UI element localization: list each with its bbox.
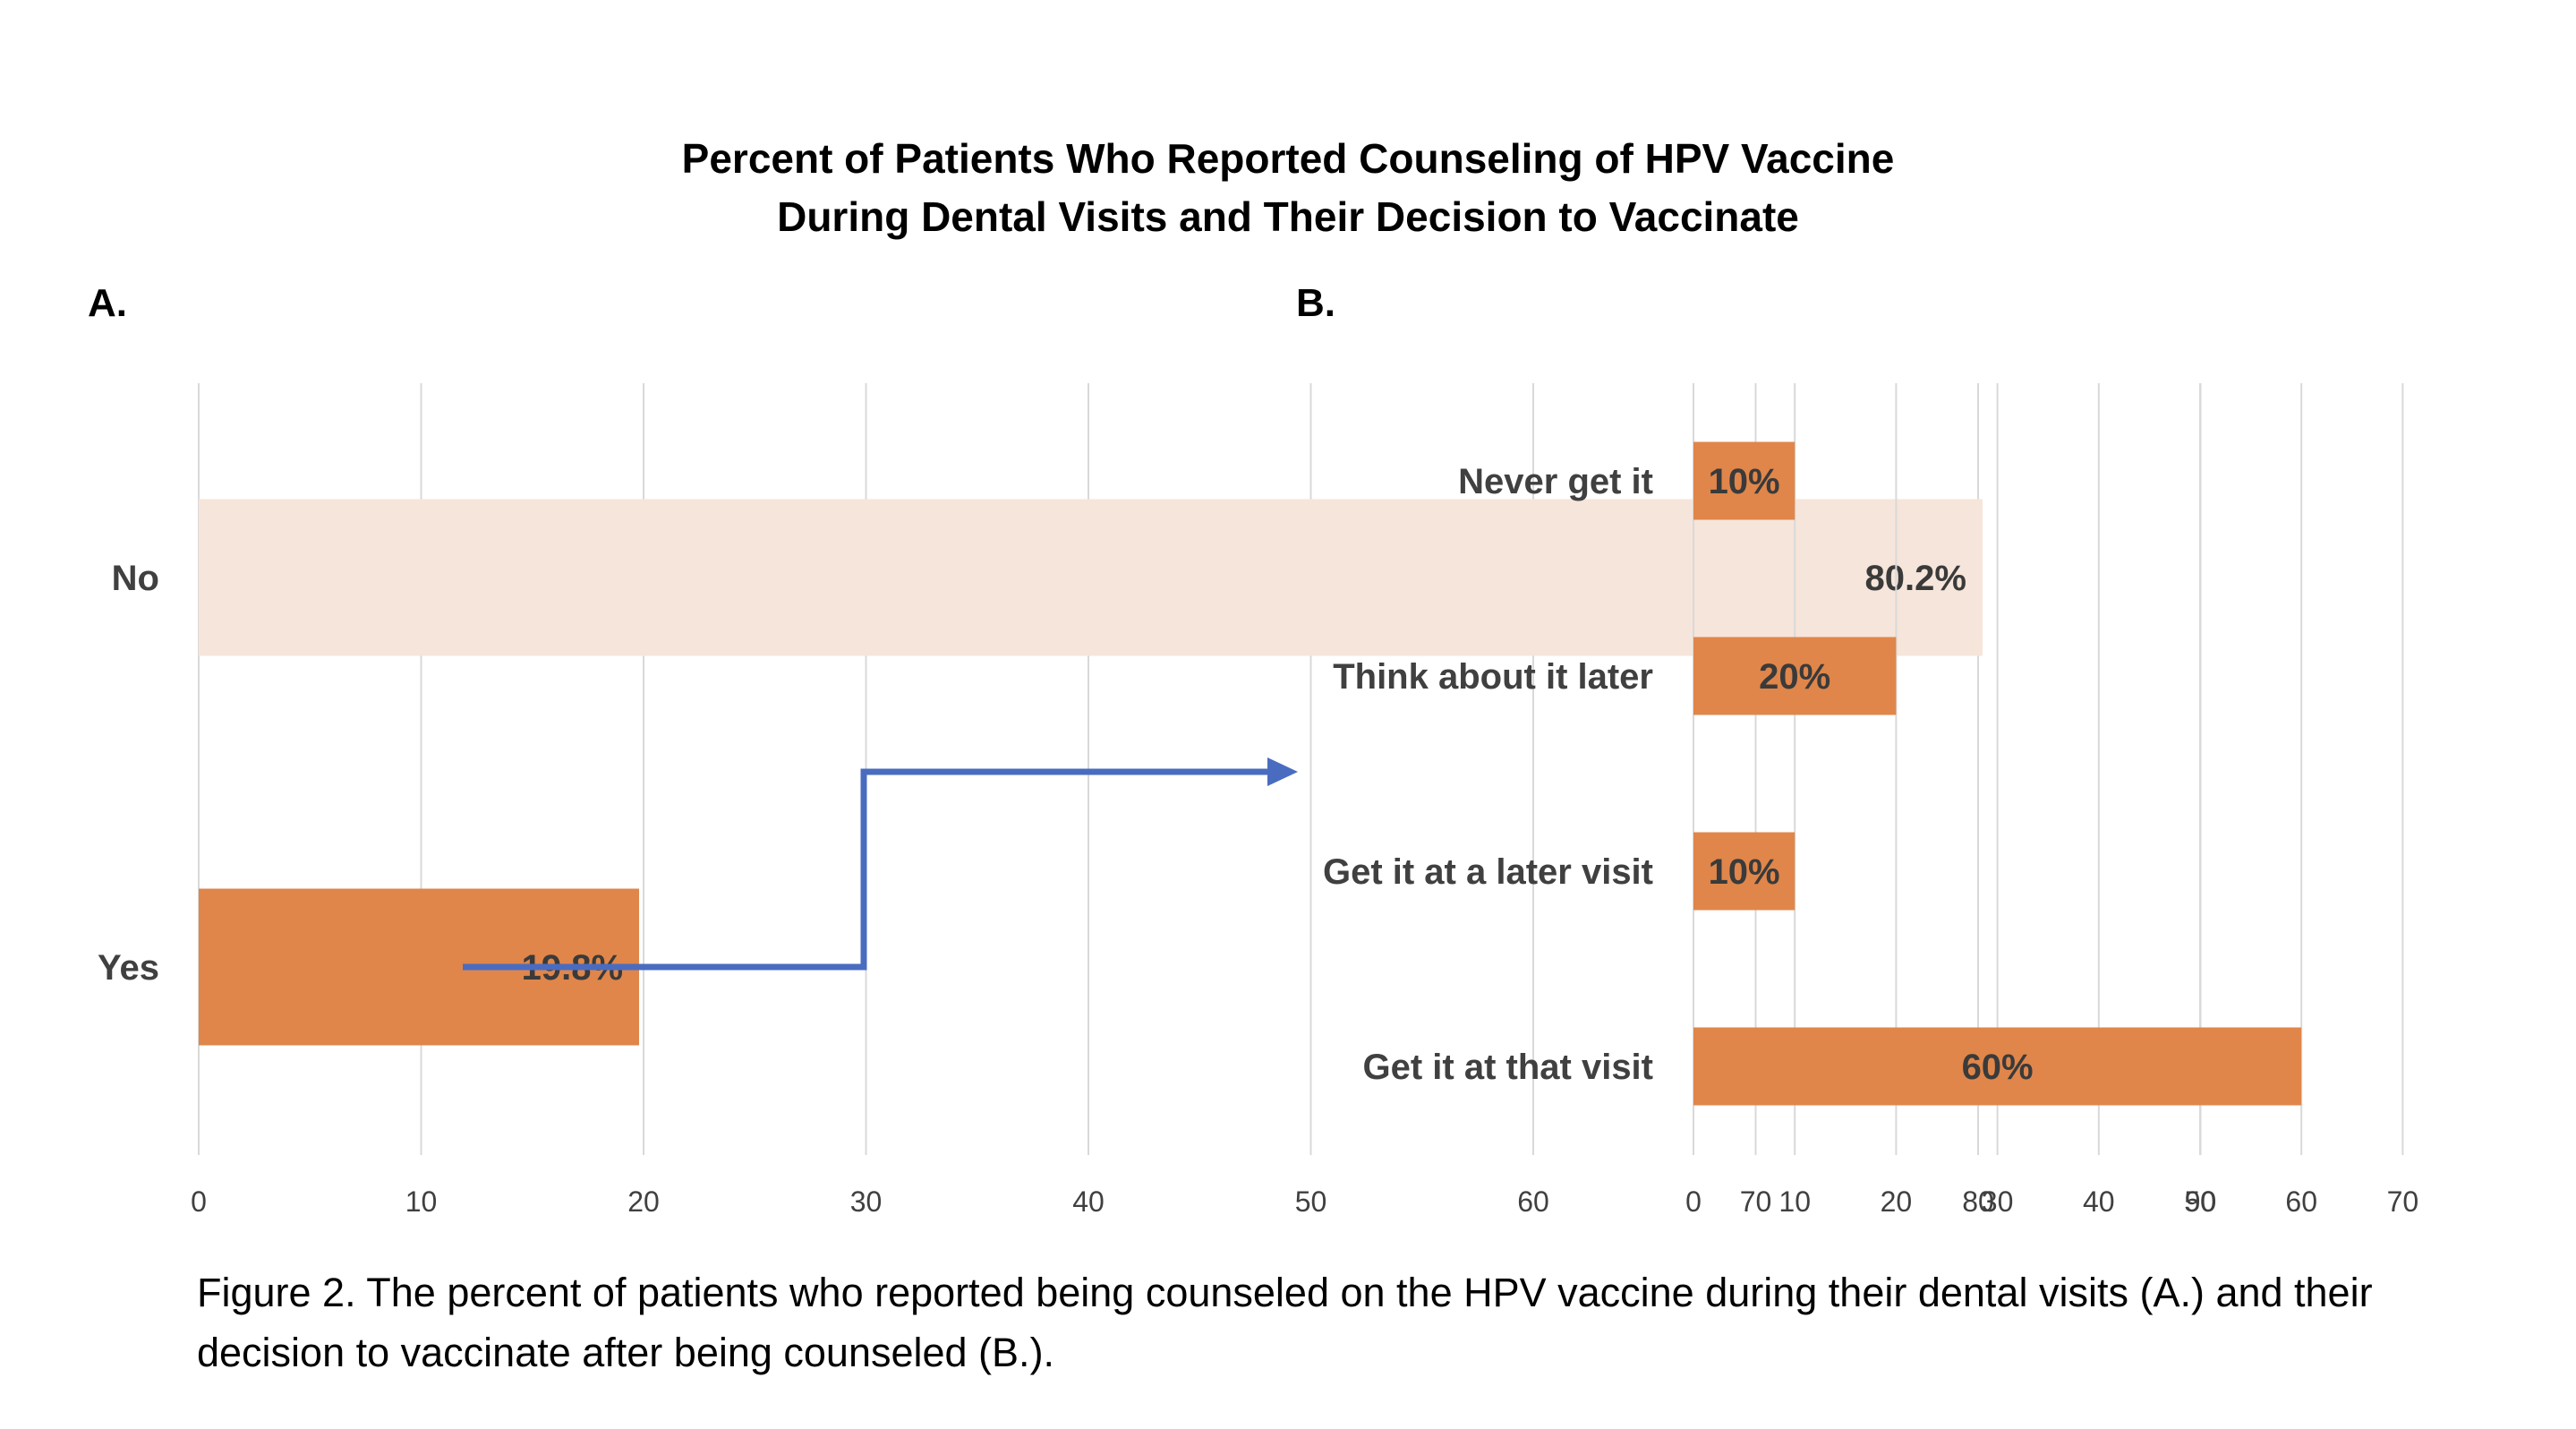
bar — [199, 499, 1983, 656]
data-label: 60% — [1962, 1048, 2034, 1087]
x-tick-label: 90 — [2185, 1185, 2217, 1218]
x-tick-label: 70 — [1740, 1185, 1772, 1218]
figure-caption: Figure 2. The percent of patients who re… — [197, 1270, 2373, 1375]
connector-line — [463, 768, 1269, 971]
connector-arrowhead — [1267, 757, 1298, 786]
x-tick-label: 50 — [1295, 1185, 1327, 1218]
bar — [1693, 1027, 2302, 1106]
x-tick-label: 60 — [2285, 1185, 2317, 1218]
x-tick-label: 80 — [1962, 1185, 1994, 1218]
bar — [1693, 441, 1796, 520]
x-tick-label: 10 — [405, 1185, 438, 1218]
bar — [1693, 832, 1796, 911]
x-tick-label: 50 — [2184, 1185, 2216, 1218]
x-tick-label: 70 — [2387, 1185, 2419, 1218]
panel-label-a: A. — [88, 281, 127, 325]
data-label: 20% — [1759, 657, 1830, 697]
x-tick-label: 30 — [850, 1185, 883, 1218]
data-label: 10% — [1709, 462, 1780, 501]
x-tick-label: 40 — [1072, 1185, 1105, 1218]
x-tick-label: 40 — [2083, 1185, 2115, 1218]
category-label: Get it at that visit — [1363, 1048, 1654, 1087]
x-tick-label: 0 — [1685, 1185, 1702, 1218]
x-tick-label: 30 — [1982, 1185, 2014, 1218]
chart-title-line-1: Percent of Patients Who Reported Counsel… — [681, 135, 1895, 182]
category-label: Yes — [98, 948, 159, 988]
category-label: Get it at a later visit — [1323, 852, 1653, 892]
category-label: Never get it — [1458, 462, 1653, 501]
x-tick-label: 60 — [1517, 1185, 1549, 1218]
x-tick-label: 20 — [627, 1185, 660, 1218]
data-label: 80.2% — [1865, 559, 1966, 598]
bar — [1693, 637, 1897, 715]
category-label: Think about it later — [1333, 657, 1653, 697]
x-tick-label: 0 — [191, 1185, 207, 1218]
x-tick-label: 20 — [1881, 1185, 1913, 1218]
data-label: 10% — [1709, 852, 1780, 892]
connector-arrow — [463, 757, 1298, 971]
panel-label-b: B. — [1296, 281, 1335, 325]
panel-b-chart: 0 10 20 30 40 50 60 70 Never get it 10% Think abou… — [1323, 383, 2418, 1218]
x-tick-label: 10 — [1778, 1185, 1811, 1218]
chart-title-line-2: During Dental Visits and Their Decision … — [777, 193, 1799, 240]
category-label: No — [112, 559, 159, 598]
